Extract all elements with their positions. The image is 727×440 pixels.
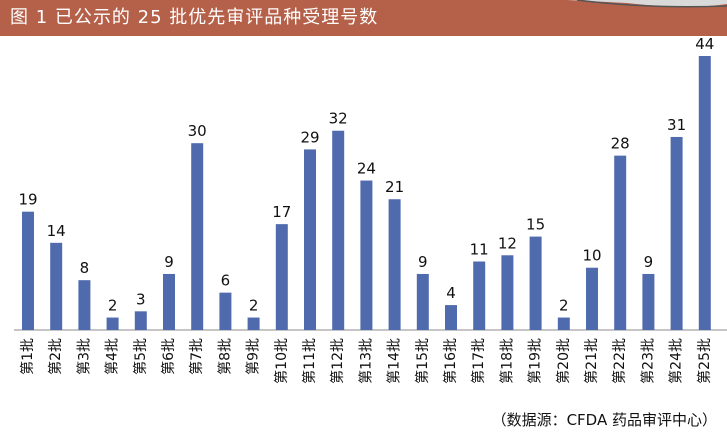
category-label-6: 第6批 <box>160 338 177 375</box>
data-label-17: 11 <box>470 241 489 259</box>
category-label-16: 第16批 <box>442 338 459 384</box>
bar-24 <box>670 136 683 330</box>
category-label-24: 第24批 <box>668 338 685 384</box>
bar-14 <box>388 199 401 330</box>
page-title: 图 1 已公示的 25 批优先审评品种受理号数 <box>10 7 379 28</box>
bar-11 <box>304 149 316 330</box>
category-label-9: 第9批 <box>245 338 262 375</box>
data-label-9: 2 <box>249 297 259 315</box>
bar-19 <box>529 236 542 330</box>
category-label-12: 第12批 <box>329 338 346 384</box>
bar-2 <box>50 242 63 330</box>
data-label-12: 32 <box>329 110 348 128</box>
bar-3 <box>78 280 91 330</box>
category-label-7: 第7批 <box>188 338 205 375</box>
data-label-1: 19 <box>18 191 37 209</box>
data-label-4: 2 <box>108 297 118 315</box>
bar-4 <box>106 317 119 330</box>
bar-1 <box>22 211 34 330</box>
data-label-13: 24 <box>357 160 376 178</box>
data-label-21: 10 <box>582 247 601 265</box>
data-label-3: 8 <box>80 259 90 277</box>
category-label-1: 第1批 <box>19 338 36 375</box>
data-label-20: 2 <box>559 297 569 315</box>
category-label-15: 第15批 <box>414 338 431 384</box>
bar-16 <box>445 305 457 330</box>
category-label-5: 第5批 <box>132 338 149 375</box>
data-label-15: 9 <box>418 253 428 271</box>
data-label-25: 44 <box>695 36 714 53</box>
category-label-3: 第3批 <box>75 338 92 375</box>
bar-chart: 19 第1批 14 第2批 8 第3批 2 第4批 3 第5批 9 第6批 30 第7批 6 第8批 2 第9批 1… <box>14 36 727 384</box>
category-label-17: 第17批 <box>470 338 487 384</box>
category-label-22: 第22批 <box>611 338 628 384</box>
bar-8 <box>219 292 232 330</box>
category-label-8: 第8批 <box>216 338 233 375</box>
bar-18 <box>501 255 514 330</box>
data-label-8: 6 <box>221 272 231 290</box>
bar-17 <box>473 261 486 330</box>
data-label-2: 14 <box>47 222 66 240</box>
data-label-23: 9 <box>644 253 654 271</box>
bar-12 <box>332 130 345 330</box>
category-label-14: 第14批 <box>386 338 403 384</box>
data-label-6: 9 <box>164 253 174 271</box>
data-label-19: 15 <box>526 216 545 234</box>
bar-7 <box>191 143 204 330</box>
bar-9 <box>247 317 260 330</box>
data-label-5: 3 <box>136 290 146 308</box>
source-note: （数据源：CFDA 药品审评中心） <box>491 411 717 429</box>
category-label-20: 第20批 <box>555 338 572 384</box>
bar-23 <box>642 273 655 330</box>
category-label-25: 第25批 <box>696 338 713 384</box>
bar-25 <box>698 56 711 330</box>
decorative-corner-icon <box>567 0 727 8</box>
category-label-11: 第11批 <box>301 338 318 384</box>
category-label-13: 第13批 <box>357 338 374 384</box>
bar-13 <box>360 180 373 330</box>
data-label-7: 30 <box>188 122 207 140</box>
category-label-19: 第19批 <box>527 338 544 384</box>
data-label-10: 17 <box>272 203 291 221</box>
category-label-2: 第2批 <box>47 338 64 375</box>
bar-10 <box>275 224 288 330</box>
data-label-14: 21 <box>385 178 404 196</box>
data-label-16: 4 <box>446 284 456 302</box>
category-label-18: 第18批 <box>498 338 515 384</box>
category-label-4: 第4批 <box>104 338 121 375</box>
data-label-22: 28 <box>611 135 630 153</box>
bar-6 <box>163 273 175 330</box>
bar-21 <box>586 267 598 330</box>
bar-15 <box>416 273 429 330</box>
bar-5 <box>134 311 147 330</box>
data-label-24: 31 <box>667 116 686 134</box>
data-label-11: 29 <box>300 128 319 146</box>
title-bar: 图 1 已公示的 25 批优先审评品种受理号数 <box>0 0 727 36</box>
category-label-10: 第10批 <box>273 338 290 384</box>
data-label-18: 12 <box>498 234 517 252</box>
bar-22 <box>614 155 627 330</box>
bar-20 <box>557 317 570 330</box>
category-label-23: 第23批 <box>639 338 656 384</box>
category-label-21: 第21批 <box>583 338 600 384</box>
